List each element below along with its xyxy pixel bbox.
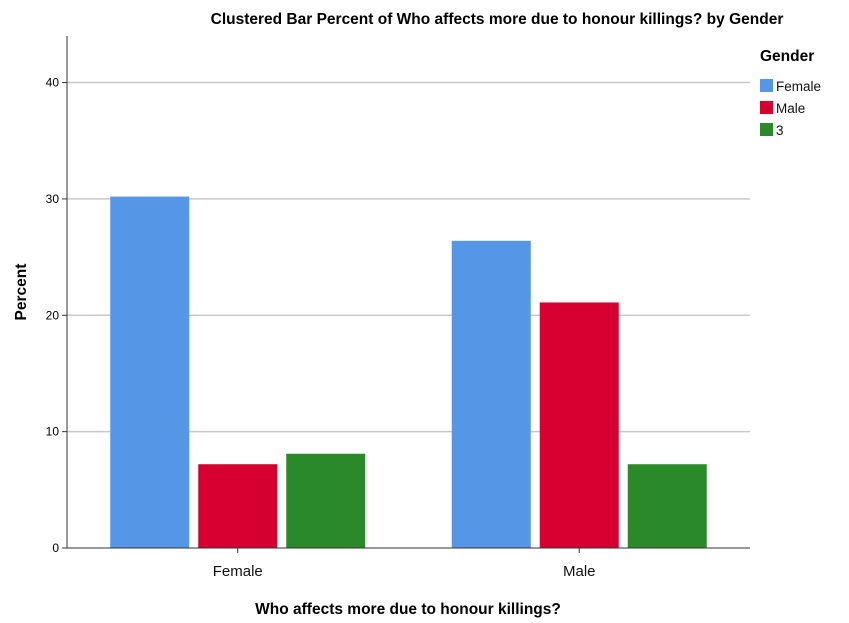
y-tick-label: 10 xyxy=(46,425,60,439)
y-axis-title: Percent xyxy=(13,264,30,321)
bars-group xyxy=(110,196,707,549)
bar xyxy=(286,453,366,548)
legend-label: 3 xyxy=(776,123,784,138)
y-tick-label: 0 xyxy=(52,541,59,555)
bar xyxy=(110,196,190,548)
x-tick-label: Male xyxy=(563,563,596,580)
y-tick-label: 30 xyxy=(46,192,60,206)
y-tick-label: 20 xyxy=(46,308,60,322)
legend-label: Female xyxy=(776,79,821,94)
y-tick-label: 40 xyxy=(46,76,60,90)
chart-title: Clustered Bar Percent of Who affects mor… xyxy=(211,11,784,28)
x-tick-labels: Female Male xyxy=(213,548,596,580)
legend-label: Male xyxy=(776,101,805,116)
y-tick-labels: 0 10 20 30 40 xyxy=(46,76,67,555)
legend-swatch xyxy=(760,123,773,136)
bar xyxy=(627,464,707,548)
legend-swatch xyxy=(760,79,773,92)
bar xyxy=(198,464,278,548)
bar xyxy=(539,302,619,548)
x-axis-title: Who affects more due to honour killings? xyxy=(255,601,561,618)
legend-title: Gender xyxy=(760,48,814,65)
legend: Gender Female Male 3 xyxy=(760,48,821,138)
legend-swatch xyxy=(760,101,773,114)
bar xyxy=(451,240,531,549)
x-tick-label: Female xyxy=(213,563,263,580)
